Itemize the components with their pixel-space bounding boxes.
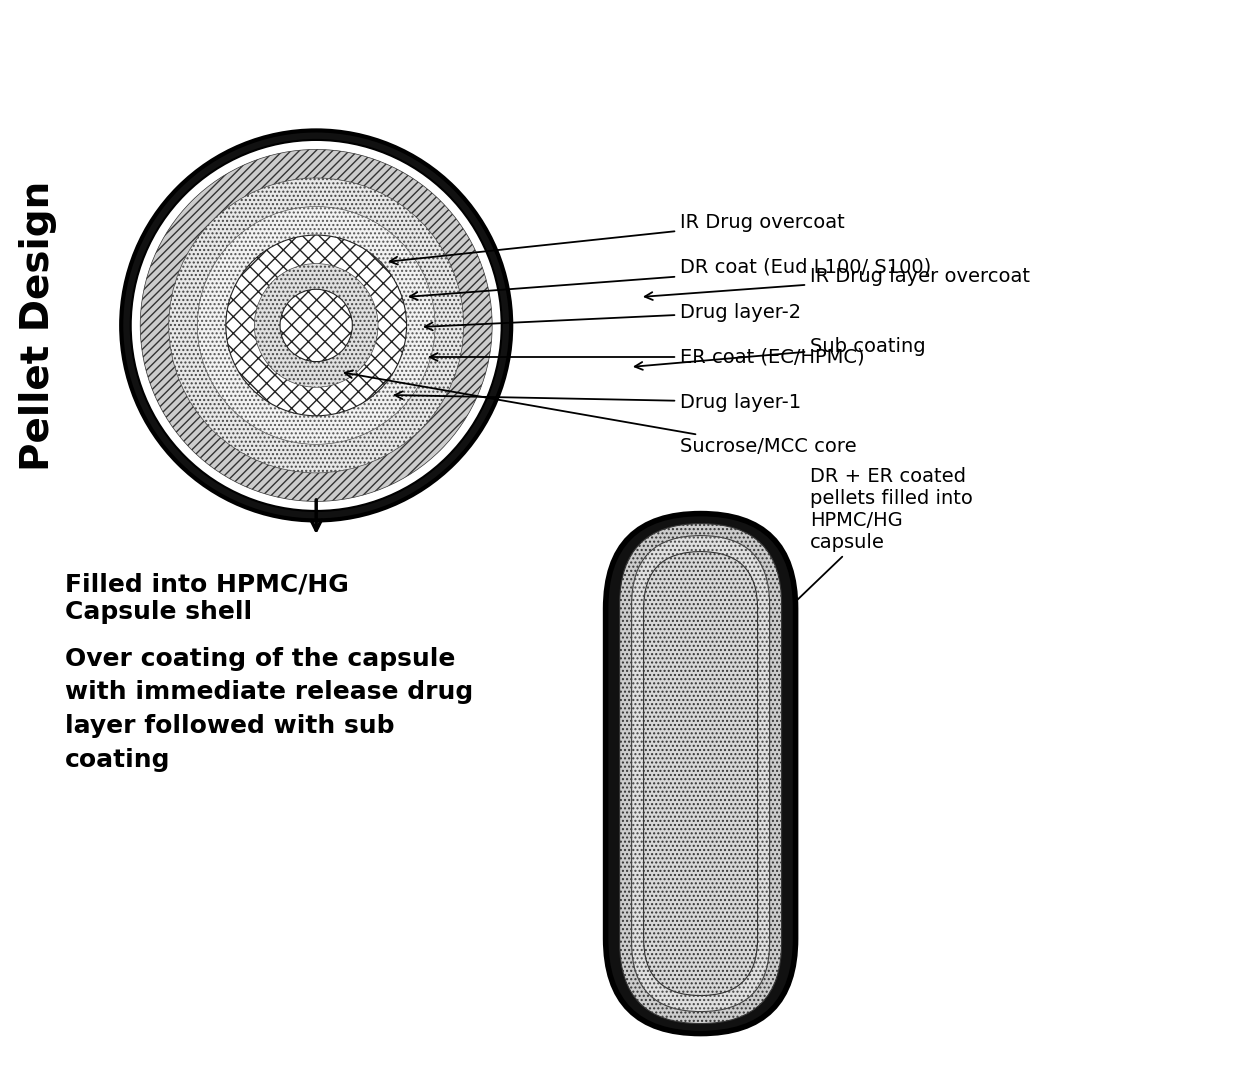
Circle shape [169,178,464,473]
Circle shape [197,207,435,444]
Text: Filled into HPMC/HG
Capsule shell: Filled into HPMC/HG Capsule shell [64,572,348,624]
Circle shape [122,130,511,521]
Circle shape [140,149,492,501]
Text: DR coat (Eud L100/ S100): DR coat (Eud L100/ S100) [409,257,931,300]
FancyBboxPatch shape [620,524,781,1023]
Text: DR + ER coated
pellets filled into
HPMC/HG
capsule: DR + ER coated pellets filled into HPMC/… [621,467,973,768]
Text: Sub coating: Sub coating [635,337,925,370]
Circle shape [280,289,352,362]
Text: ER coat (EC/HPMC): ER coat (EC/HPMC) [430,348,864,366]
Circle shape [130,140,502,511]
Text: Drug layer-1: Drug layer-1 [394,392,801,412]
Text: Sucrose/MCC core: Sucrose/MCC core [345,370,857,457]
FancyBboxPatch shape [631,536,770,1012]
Text: Pellet Design: Pellet Design [19,180,57,471]
Text: IR Drug overcoat: IR Drug overcoat [389,212,844,265]
FancyBboxPatch shape [605,513,796,1034]
Circle shape [226,235,407,416]
Text: IR Drug layer overcoat: IR Drug layer overcoat [645,267,1030,300]
Circle shape [254,264,378,387]
Text: Drug layer-2: Drug layer-2 [425,303,801,331]
Text: Over coating of the capsule
with immediate release drug
layer followed with sub
: Over coating of the capsule with immedia… [64,647,474,771]
FancyBboxPatch shape [644,552,758,996]
